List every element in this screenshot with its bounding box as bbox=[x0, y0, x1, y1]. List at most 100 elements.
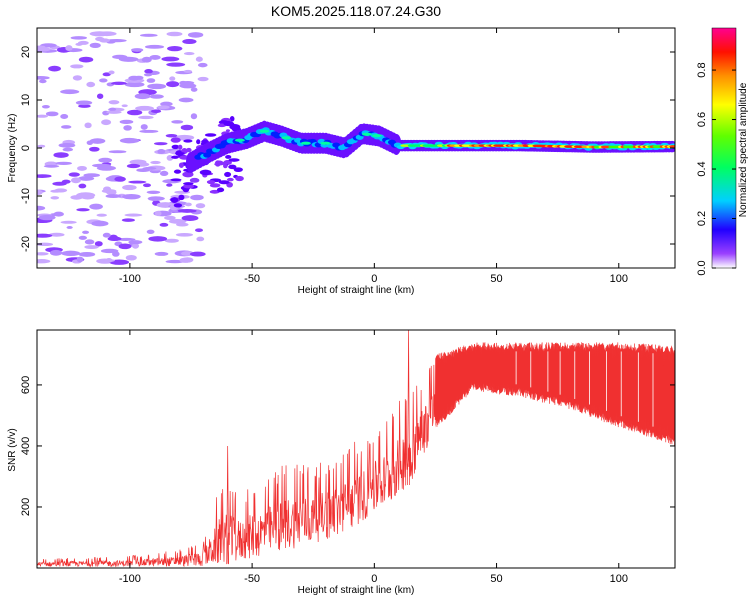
spectrogram-cell bbox=[160, 101, 173, 107]
spectrogram-x-ticks: -100 -50 0 50 100 bbox=[119, 28, 628, 285]
spectrogram-cell bbox=[169, 76, 176, 81]
spectrogram-cell bbox=[89, 138, 106, 144]
spectrogram-cell bbox=[38, 214, 56, 221]
spectrogram-cell bbox=[89, 31, 110, 37]
x-tick-label: -100 bbox=[119, 573, 141, 585]
snr-y-ticks: 200 400 600 bbox=[20, 376, 675, 516]
spectrogram-cell bbox=[159, 170, 169, 177]
spectrogram-cell bbox=[217, 162, 230, 165]
spectrogram-cell bbox=[118, 56, 139, 62]
spectrogram-cell bbox=[123, 125, 132, 131]
spectrogram-cell bbox=[179, 83, 197, 89]
spectrogram-cell bbox=[225, 155, 232, 159]
colorbar-tick-label: 0.8 bbox=[696, 62, 708, 77]
spectrogram-cell bbox=[143, 183, 151, 188]
spectrogram-cell bbox=[177, 144, 183, 150]
spectrogram-cell bbox=[187, 32, 204, 38]
spectrogram-cell bbox=[174, 151, 185, 155]
spectrogram-cell bbox=[105, 194, 122, 199]
spectrogram-cell bbox=[94, 241, 103, 247]
x-tick-label: -100 bbox=[119, 273, 141, 285]
spectrogram-cell bbox=[173, 203, 183, 208]
spectrogram-cell bbox=[149, 94, 164, 99]
spectrogram-cell bbox=[89, 203, 103, 210]
spectrogram-cell bbox=[39, 79, 47, 84]
y-tick-label: -10 bbox=[20, 188, 32, 204]
spectrogram-cell bbox=[126, 109, 143, 116]
spectrogram-cell bbox=[228, 158, 240, 162]
spectrogram-cell bbox=[55, 161, 72, 165]
spectrogram-cell bbox=[86, 81, 96, 88]
spectrogram-cell bbox=[108, 150, 127, 154]
spectrogram-cells bbox=[37, 31, 675, 265]
spectrogram-cell bbox=[100, 248, 119, 254]
spectrogram-cell bbox=[259, 129, 270, 133]
spectrogram-cell bbox=[102, 72, 111, 77]
spectrogram-cell bbox=[60, 113, 69, 119]
spectrogram-cell bbox=[170, 197, 179, 203]
spectrogram-cell bbox=[171, 144, 180, 150]
snr-y-label: SNR (v/v) bbox=[7, 428, 18, 471]
spectrogram-cell bbox=[362, 132, 372, 136]
spectrogram-cell bbox=[78, 235, 87, 240]
spectrogram-cell bbox=[126, 163, 141, 169]
spectrogram-cell bbox=[170, 137, 181, 143]
spectrogram-cell bbox=[168, 219, 187, 224]
spectrogram-cell bbox=[195, 203, 206, 209]
spectrogram-cell bbox=[98, 157, 113, 163]
spectrogram-cell bbox=[49, 249, 63, 256]
spectrogram-cell bbox=[190, 113, 198, 120]
spectrogram-cell bbox=[154, 251, 169, 256]
spectrogram-cell bbox=[122, 194, 141, 200]
spectrogram-cell bbox=[103, 259, 116, 262]
spectrogram-cell bbox=[125, 254, 137, 261]
spectrogram-cell bbox=[226, 177, 234, 182]
colorbar: 0.0 0.2 0.4 0.6 0.8 Normalized spectral ampl… bbox=[696, 27, 749, 276]
colorbar-gradient bbox=[711, 27, 737, 269]
spectrogram-cell bbox=[75, 100, 93, 106]
spectrogram-cell bbox=[82, 230, 90, 234]
spectrogram-cell bbox=[108, 100, 120, 105]
spectrogram-cell bbox=[50, 189, 62, 193]
spectrogram-cell bbox=[118, 243, 132, 250]
spectrogram-cell bbox=[61, 179, 71, 184]
spectrogram-cell bbox=[84, 245, 99, 250]
spectrogram-cell bbox=[224, 171, 232, 177]
snr-x-ticks: -100 -50 0 50 100 bbox=[119, 330, 628, 585]
spectrogram-cell bbox=[225, 129, 230, 133]
spectrogram-cell bbox=[178, 97, 194, 103]
spectrogram-x-label: Height of straight line (km) bbox=[298, 285, 415, 296]
x-tick-label: 50 bbox=[490, 573, 502, 585]
spectrogram-cell bbox=[96, 213, 108, 217]
spectrogram-cell bbox=[121, 218, 135, 222]
spectrogram-cell bbox=[209, 183, 221, 188]
chart-title: KOM5.2025.118.07.24.G30 bbox=[271, 3, 441, 19]
spectrogram-cell bbox=[119, 119, 134, 125]
spectrogram-cell bbox=[37, 144, 46, 148]
colorbar-tick-label: 0.6 bbox=[696, 112, 708, 127]
spectrogram-cell bbox=[37, 45, 46, 49]
spectrogram-cell bbox=[166, 62, 186, 67]
spectrogram-cell bbox=[142, 166, 157, 170]
spectrogram-cell bbox=[146, 78, 156, 83]
spectrogram-cell bbox=[119, 137, 140, 144]
spectrogram-cell bbox=[157, 105, 170, 110]
spectrogram-cell bbox=[48, 232, 65, 237]
spectrogram-cell bbox=[199, 169, 212, 176]
spectrogram-cell bbox=[183, 69, 193, 73]
spectrogram-cell bbox=[37, 189, 43, 196]
spectrogram-cell bbox=[183, 139, 193, 143]
spectrogram-cell bbox=[223, 163, 228, 169]
spectrogram-cell bbox=[124, 81, 145, 88]
spectrogram-cell bbox=[77, 40, 89, 45]
spectrogram-cell bbox=[148, 196, 163, 202]
spectrogram-cell bbox=[128, 180, 147, 184]
spectrogram-cell bbox=[96, 93, 104, 99]
spectrogram-cell bbox=[234, 138, 245, 142]
spectrogram-cell bbox=[139, 129, 159, 133]
spectrogram-y-ticks: 20 10 0 -10 -20 bbox=[20, 46, 675, 252]
spectrogram-cell bbox=[154, 142, 168, 146]
colorbar-ticks: 0.0 0.2 0.4 0.6 0.8 bbox=[696, 62, 736, 276]
spectrogram-cell bbox=[223, 120, 234, 127]
